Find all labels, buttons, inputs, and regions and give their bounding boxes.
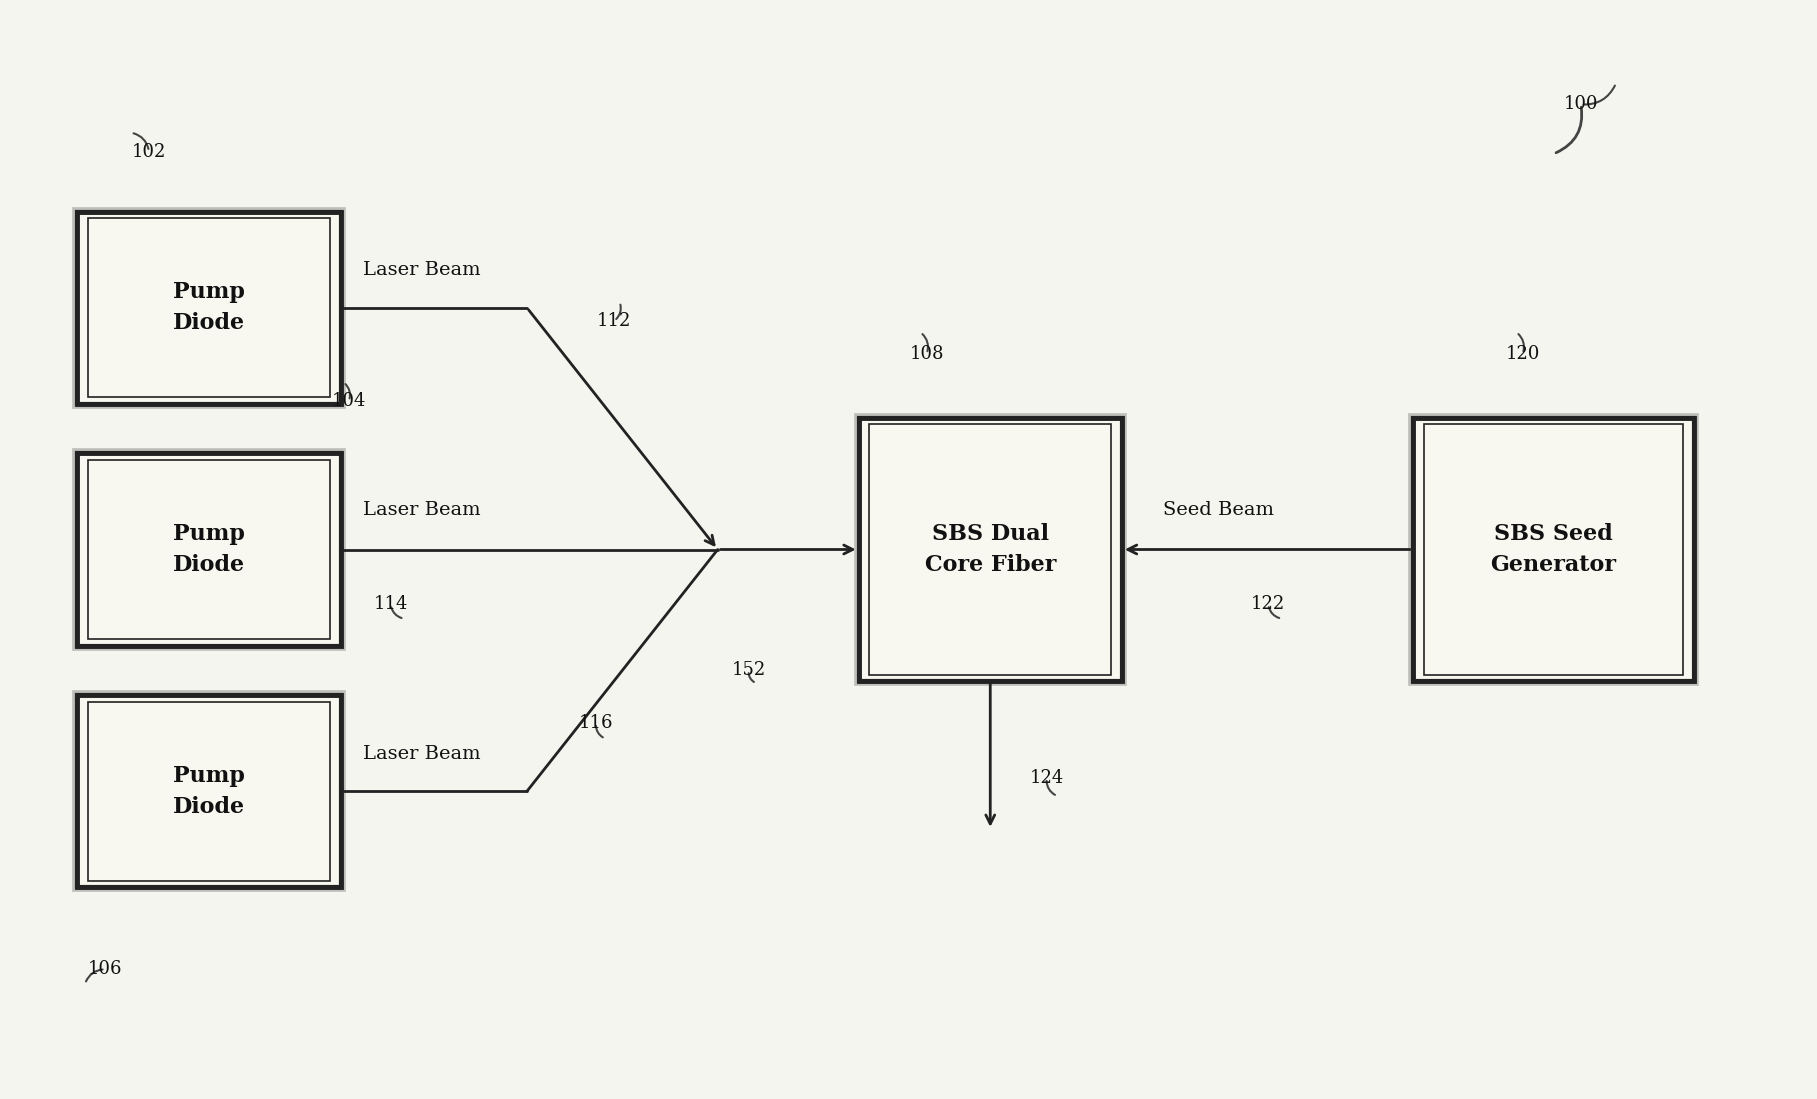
Text: 152: 152 [732, 662, 765, 679]
Text: 122: 122 [1252, 596, 1285, 613]
Bar [78, 695, 342, 888]
Bar [78, 695, 342, 888]
Text: Laser Beam: Laser Beam [363, 745, 482, 763]
Text: Laser Beam: Laser Beam [363, 501, 482, 519]
Bar [1414, 418, 1695, 681]
Bar [859, 418, 1123, 681]
Bar [89, 218, 331, 397]
Bar [89, 702, 331, 881]
Bar [78, 212, 342, 404]
Text: 124: 124 [1030, 769, 1063, 787]
Bar [1425, 424, 1684, 675]
Text: Pump
Diode: Pump Diode [173, 523, 245, 576]
Text: Seed Beam: Seed Beam [1163, 501, 1274, 519]
Text: Pump
Diode: Pump Diode [173, 281, 245, 334]
Bar [78, 454, 342, 646]
Bar [859, 418, 1123, 681]
Text: 108: 108 [910, 345, 943, 363]
Text: 120: 120 [1506, 345, 1539, 363]
Bar [78, 212, 342, 404]
Text: Laser Beam: Laser Beam [363, 262, 482, 279]
Text: 116: 116 [580, 714, 612, 732]
Bar [89, 460, 331, 640]
Bar [78, 454, 342, 646]
Text: 104: 104 [333, 392, 365, 410]
Bar [859, 418, 1123, 681]
Text: 106: 106 [89, 961, 122, 978]
Bar [78, 695, 342, 888]
Text: SBS Seed
Generator: SBS Seed Generator [1490, 523, 1617, 576]
Bar [78, 212, 342, 404]
Text: 100: 100 [1564, 96, 1597, 113]
Text: SBS Dual
Core Fiber: SBS Dual Core Fiber [925, 523, 1056, 576]
Text: 102: 102 [133, 143, 165, 160]
Bar [1414, 418, 1695, 681]
Bar [78, 454, 342, 646]
Text: Pump
Diode: Pump Diode [173, 765, 245, 818]
Bar [1414, 418, 1695, 681]
Bar [870, 424, 1112, 675]
Text: 112: 112 [598, 312, 630, 330]
Text: 114: 114 [374, 596, 407, 613]
